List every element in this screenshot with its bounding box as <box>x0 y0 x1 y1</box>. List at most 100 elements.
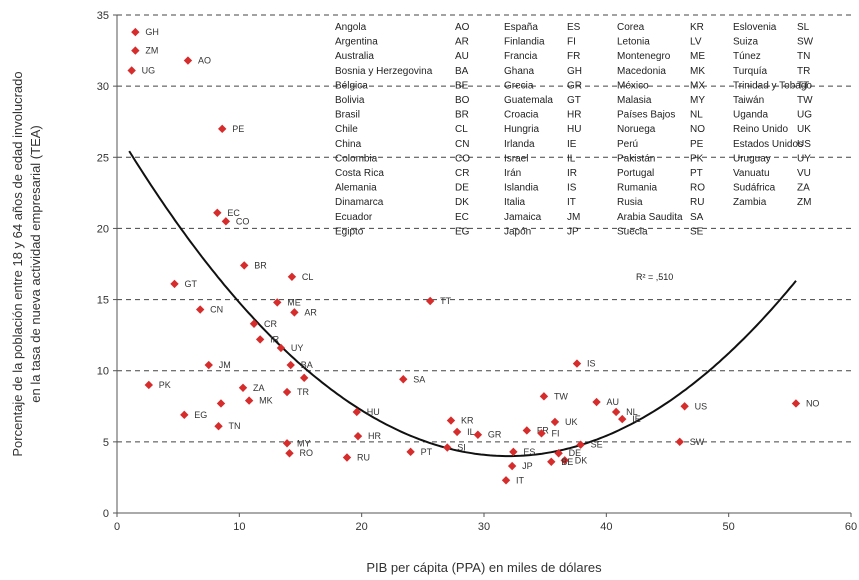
data-point-br <box>240 261 249 270</box>
data-point-pk <box>144 380 154 390</box>
legend-country-name: Vanuatu <box>733 168 770 179</box>
data-point-tr <box>282 387 292 397</box>
data-point-label: BR <box>254 260 267 270</box>
legend-country-code: ES <box>567 22 581 33</box>
legend-country-code: NO <box>690 124 705 135</box>
legend-country-code: HU <box>567 124 581 135</box>
legend-country-code: US <box>797 139 811 150</box>
data-point-label: EC <box>227 208 240 218</box>
data-point-label: HU <box>367 407 380 417</box>
data-point-label: GH <box>145 27 159 37</box>
data-point-label: JM <box>219 360 231 370</box>
legend-country-code: IE <box>567 139 577 150</box>
legend-country-code: AR <box>455 37 469 48</box>
legend-country-name: España <box>504 22 538 33</box>
legend-country-code: RO <box>690 183 705 194</box>
data-point-za <box>238 383 248 392</box>
data-point-gh <box>131 27 140 37</box>
legend-country-code: IT <box>567 197 576 208</box>
legend-country-name: Suiza <box>733 37 758 48</box>
data-point-label: TR <box>297 387 309 397</box>
data-point-my <box>282 439 292 448</box>
data-point-label: BA <box>301 360 313 370</box>
legend-country-code: EG <box>455 226 470 237</box>
data-point-label: IL <box>467 427 475 437</box>
legend-country-name: Zambia <box>733 197 767 208</box>
legend-country-code: SL <box>797 22 810 33</box>
legend-country-code: IS <box>567 183 577 194</box>
legend-country-code: KR <box>690 22 704 33</box>
data-point-label: ZM <box>145 46 158 56</box>
legend-country-name: Letonia <box>617 37 650 48</box>
data-point-label: ME <box>287 297 301 307</box>
data-point-sa <box>399 375 408 384</box>
data-point-label: UK <box>565 417 578 427</box>
axes: 0 10 20 30 40 50 60 0 5 10 15 20 25 30 35 <box>97 10 857 533</box>
legend-country-code: BE <box>455 80 469 91</box>
data-point-se <box>576 440 585 449</box>
legend-country-name: Noruega <box>617 124 656 135</box>
data-point-label: FI <box>551 428 559 438</box>
data-point-fr <box>522 426 532 435</box>
legend-country-name: Bélgica <box>335 80 368 91</box>
legend-country-code: GT <box>567 95 581 106</box>
legend-country-name: Brasil <box>335 110 360 121</box>
data-point-label: DK <box>575 455 588 465</box>
data-point-label: IE <box>632 414 641 424</box>
data-point-de <box>554 449 563 458</box>
data-point-label: BE <box>561 457 573 467</box>
data-point-label: IS <box>587 359 596 369</box>
data-point-label: NL <box>626 407 638 417</box>
legend-country-name: Túnez <box>733 51 761 62</box>
legend-country-code: PE <box>690 139 704 150</box>
data-point-mk <box>244 396 254 405</box>
legend-country-name: Dinamarca <box>335 197 384 208</box>
data-point-no <box>791 399 801 408</box>
data-point-it <box>501 476 511 485</box>
legend-country-name: Perú <box>617 139 638 150</box>
data-point-ie <box>618 414 627 424</box>
legend-country-code: SW <box>797 37 814 48</box>
data-point-kr <box>446 416 456 425</box>
y-axis-title: Porcentaje de la población entre 18 y 64… <box>10 71 43 456</box>
data-point-label: AO <box>198 56 211 66</box>
r-squared-label: R² = ,510 <box>636 272 673 282</box>
data-point-pe <box>218 124 227 134</box>
legend-country-name: Finlandia <box>504 37 545 48</box>
legend-country-name: Rumania <box>617 183 657 194</box>
legend-country-code: MK <box>690 66 705 77</box>
data-point-label: MK <box>259 396 273 406</box>
legend-country-name: Sudáfrica <box>733 183 776 194</box>
legend-country-name: Corea <box>617 22 645 33</box>
data-point-zm <box>131 46 140 55</box>
trend-curve <box>128 150 797 458</box>
legend-country-name: Uruguay <box>733 153 771 164</box>
data-point-label: US <box>695 401 708 411</box>
data-point-cl <box>287 272 297 282</box>
data-point-label: IR <box>270 334 280 344</box>
legend-country-code: DK <box>455 197 469 208</box>
data-point-label: CN <box>210 305 223 315</box>
legend-country-code: SA <box>690 212 704 223</box>
y-tick-label: 25 <box>97 152 109 164</box>
legend-country-name: Montenegro <box>617 51 671 62</box>
x-tick-label: 50 <box>723 521 735 533</box>
legend-country-code: UG <box>797 110 812 121</box>
data-point-label: SA <box>413 374 425 384</box>
legend-country-code: TR <box>797 66 810 77</box>
data-point-label: NO <box>806 398 820 408</box>
data-point-ir <box>255 335 265 344</box>
data-point-ba <box>286 360 295 370</box>
legend-country-code: MY <box>690 95 705 106</box>
legend-country-name: Irán <box>504 168 521 179</box>
legend-country-name: Angola <box>335 22 367 33</box>
legend-country-name: Eslovenia <box>733 22 777 33</box>
x-tick-label: 30 <box>478 521 490 533</box>
data-point-label: ES <box>523 447 535 457</box>
data-point-label: CO <box>236 216 250 226</box>
x-axis-title: PIB per cápita (PPA) en miles de dólares <box>366 560 602 575</box>
data-point-label: GR <box>488 430 502 440</box>
data-point-ec <box>213 208 222 217</box>
legend-country-name: Arabia Saudita <box>617 212 683 223</box>
data-point-label: CL <box>302 272 314 282</box>
